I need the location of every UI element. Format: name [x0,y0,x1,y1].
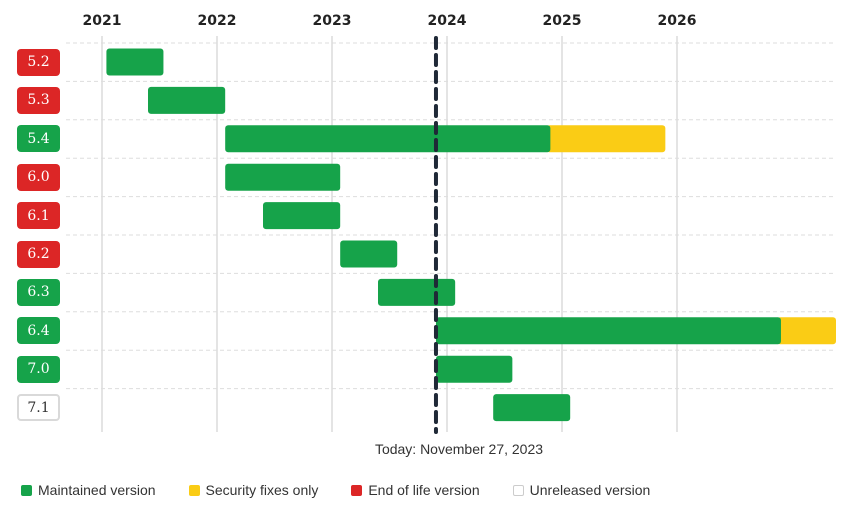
version-badge-5-3[interactable]: 5.3 [17,87,60,114]
version-badge-6-3[interactable]: 6.3 [17,279,60,306]
version-badge-5-4[interactable]: 5.4 [17,125,60,152]
legend-item-eol: End of life version [351,482,479,498]
maintained-bar-6-2[interactable] [340,241,397,268]
legend-label-eol: End of life version [368,482,479,498]
legend-item-security: Security fixes only [189,482,319,498]
version-badge-6-0[interactable]: 6.0 [17,164,60,191]
version-badge-7-0[interactable]: 7.0 [17,356,60,383]
security-bar-5-4[interactable] [546,125,665,152]
year-label-2021: 2021 [72,13,132,29]
maintained-bar-6-1[interactable] [263,202,340,229]
legend: Maintained version Security fixes only End… [21,482,683,498]
version-badge-5-2[interactable]: 5.2 [17,49,60,76]
maintained-bar-7-0[interactable] [436,356,512,383]
legend-swatch-eol [351,485,362,496]
version-badge-6-4[interactable]: 6.4 [17,317,60,344]
legend-item-unreleased: Unreleased version [513,482,651,498]
legend-item-maintained: Maintained version [21,482,156,498]
year-label-2023: 2023 [302,13,362,29]
maintained-bar-5-4[interactable] [225,125,550,152]
version-badge-7-1[interactable]: 7.1 [17,394,60,421]
maintained-bar-6-3[interactable] [378,279,455,306]
maintained-bar-6-0[interactable] [225,164,340,191]
maintained-bar-7-1[interactable] [493,394,570,421]
maintained-bar-6-4[interactable] [436,317,781,344]
legend-swatch-security [189,485,200,496]
release-timeline-chart: 2021 2022 2023 2024 2025 2026 5.2 5.3 5.4 6.0 6.1… [0,0,854,517]
legend-swatch-maintained [21,485,32,496]
maintained-bar-5-3[interactable] [148,87,225,114]
year-label-2025: 2025 [532,13,592,29]
legend-swatch-unreleased [513,485,524,496]
version-badge-6-1[interactable]: 6.1 [17,202,60,229]
chart-svg [0,0,854,517]
maintained-bar-5-2[interactable] [106,49,163,76]
legend-label-security: Security fixes only [206,482,319,498]
version-badge-6-2[interactable]: 6.2 [17,241,60,268]
today-label: Today: November 27, 2023 [32,441,854,457]
year-label-2024: 2024 [417,13,477,29]
security-bar-6-4[interactable] [777,317,836,344]
year-label-2026: 2026 [647,13,707,29]
year-label-2022: 2022 [187,13,247,29]
legend-label-unreleased: Unreleased version [530,482,651,498]
legend-label-maintained: Maintained version [38,482,156,498]
